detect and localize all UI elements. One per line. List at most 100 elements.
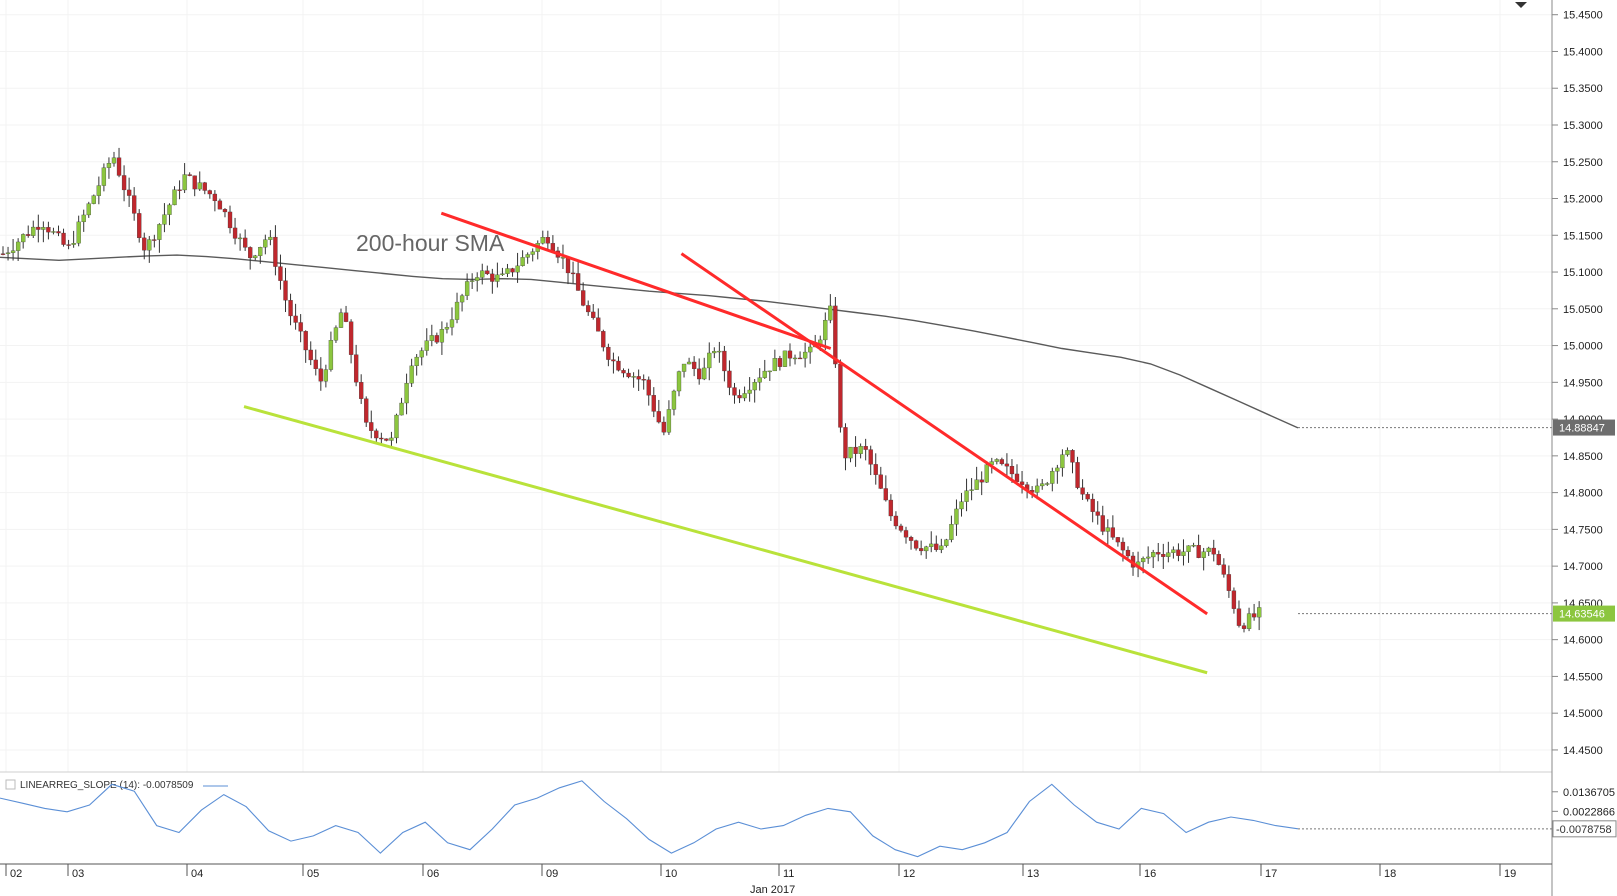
candle-body	[96, 185, 102, 196]
x-tick-label: 16	[1144, 868, 1156, 880]
y-tick-label: 15.4000	[1563, 46, 1603, 58]
candle-body	[1035, 485, 1040, 493]
candle-body	[106, 163, 112, 168]
candle-body	[565, 257, 571, 274]
candles-layer	[0, 147, 1262, 633]
candle-body	[1216, 554, 1221, 565]
candle-body	[419, 350, 424, 358]
candle-body	[530, 251, 535, 255]
candle-body	[66, 244, 71, 246]
sma-value-text: 14.88847	[1559, 423, 1605, 435]
x-tick-label: 13	[1027, 868, 1039, 880]
candle-body	[242, 237, 248, 248]
candle-body	[409, 365, 414, 384]
candle-body	[434, 335, 440, 343]
x-tick-label: 03	[72, 868, 84, 880]
candle-body	[1166, 552, 1171, 557]
candle-body	[974, 479, 979, 490]
candle-body	[697, 368, 702, 380]
y-tick-label: 14.5000	[1563, 708, 1603, 720]
candle-body	[1161, 554, 1166, 557]
candle-body	[374, 430, 379, 439]
candle-body	[1110, 527, 1116, 538]
candle-body	[944, 539, 949, 546]
candle-body	[414, 356, 419, 367]
candle-body	[187, 174, 192, 176]
candle-body	[767, 370, 772, 373]
candle-body	[782, 350, 788, 367]
y-tick-label: 14.4500	[1563, 745, 1603, 757]
slope-line	[0, 780, 1299, 858]
y-tick-label: 15.0500	[1563, 304, 1603, 316]
y-tick-label: 14.8000	[1563, 488, 1603, 500]
candle-body	[404, 383, 409, 404]
candle-body	[717, 350, 722, 353]
candle-body	[399, 402, 404, 416]
candle-body	[308, 349, 313, 361]
candle-body	[833, 305, 838, 365]
grid	[0, 0, 1552, 773]
candle-body	[772, 358, 778, 372]
y-tick-label: 15.1500	[1563, 230, 1603, 242]
candle-body	[61, 232, 66, 245]
candle-body	[132, 195, 137, 214]
ind-value-badge	[1552, 820, 1617, 838]
candle-body	[1251, 613, 1257, 618]
candle-body	[823, 319, 828, 341]
candle-body	[86, 203, 91, 216]
candle-body	[142, 237, 147, 251]
candle-body	[999, 459, 1005, 465]
candle-body	[1019, 481, 1025, 485]
candle-body	[676, 371, 682, 392]
indicator-settings-icon[interactable]	[5, 779, 16, 790]
candle-body	[237, 237, 243, 240]
candle-body	[1070, 450, 1075, 463]
y-tick-label: 15.2500	[1563, 157, 1603, 169]
candle-body	[838, 363, 843, 428]
candle-body	[712, 351, 717, 354]
candle-body	[580, 290, 586, 306]
candle-body	[1040, 483, 1045, 487]
candle-body	[828, 305, 833, 321]
candle-body	[177, 189, 182, 191]
candle-body	[369, 422, 374, 431]
candle-body	[359, 382, 364, 399]
candle-body	[525, 254, 530, 258]
candle-body	[520, 257, 525, 267]
candle-body	[929, 543, 934, 547]
candle-body	[661, 421, 667, 433]
candle-body	[101, 167, 107, 186]
candle-body	[172, 189, 177, 206]
candle-body	[167, 204, 172, 215]
candle-body	[202, 182, 207, 191]
x-month-label: Jan 2017	[750, 884, 795, 896]
x-tick-label: 12	[903, 868, 915, 880]
y-tick-label: 14.7000	[1563, 561, 1603, 573]
y-tick-label: 14.5500	[1563, 671, 1603, 683]
candle-body	[606, 346, 611, 360]
candle-body	[333, 327, 339, 341]
candle-body	[1156, 552, 1161, 555]
candle-body	[232, 227, 238, 239]
candle-body	[752, 382, 757, 391]
candle-body	[137, 213, 142, 239]
candle-body	[111, 157, 117, 164]
ind-tick-label: 0.0136705	[1563, 787, 1615, 799]
candle-body	[278, 266, 283, 281]
candle-body	[364, 398, 369, 423]
collapse-arrow-icon[interactable]	[1515, 2, 1527, 8]
candle-body	[273, 236, 278, 267]
candle-body	[424, 340, 429, 351]
x-tick-label: 04	[191, 868, 203, 880]
candle-body	[550, 243, 556, 252]
candle-body	[671, 390, 677, 410]
candle-body	[323, 369, 329, 382]
candle-body	[31, 226, 36, 236]
x-tick-label: 09	[546, 868, 558, 880]
candle-body	[586, 305, 591, 313]
candle-body	[268, 236, 273, 240]
candle-body	[686, 361, 692, 365]
candle-body	[666, 409, 672, 433]
candle-body	[918, 548, 924, 552]
